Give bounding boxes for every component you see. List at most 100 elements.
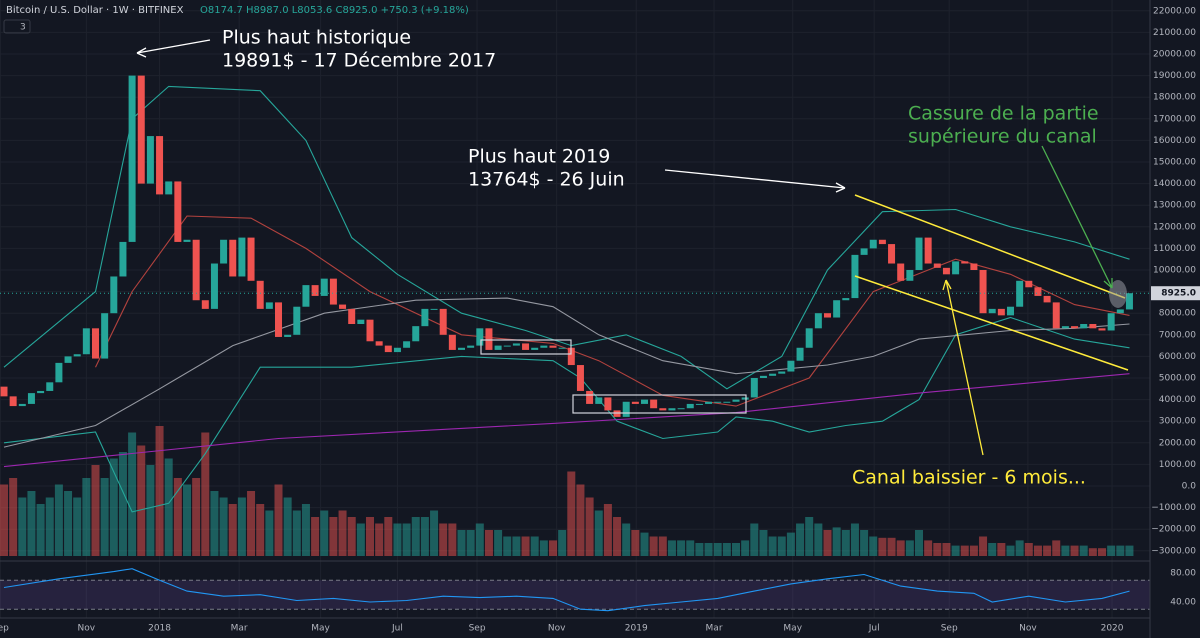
candle xyxy=(174,181,182,242)
volume-bar xyxy=(915,530,923,556)
volume-bar xyxy=(466,530,475,556)
candle xyxy=(275,302,282,337)
candle xyxy=(1098,328,1106,331)
candle xyxy=(750,377,758,398)
candle xyxy=(631,401,639,404)
volume-bar xyxy=(704,543,713,556)
volume-bar xyxy=(713,543,722,556)
candle xyxy=(1125,293,1133,310)
indicator-toggle[interactable] xyxy=(3,19,31,34)
candle xyxy=(238,237,246,277)
candle xyxy=(503,345,511,347)
candle xyxy=(613,410,621,417)
y-tick-label: 21000.00 xyxy=(1153,28,1196,38)
candle xyxy=(284,334,292,337)
candle xyxy=(540,345,548,348)
candle xyxy=(924,237,932,264)
range-box xyxy=(480,339,572,355)
candle xyxy=(677,408,685,410)
volume-bar xyxy=(549,540,557,556)
candle xyxy=(1107,313,1115,331)
candle xyxy=(796,347,804,361)
candle xyxy=(906,269,914,281)
volume-bar xyxy=(823,530,832,556)
volume-bar xyxy=(109,458,118,556)
y-tick-label: 18000.00 xyxy=(1153,93,1196,103)
channel-line xyxy=(854,275,1129,371)
volume-bar xyxy=(1061,545,1070,556)
volume-bar xyxy=(585,497,594,556)
x-tick-label: May xyxy=(311,624,330,634)
candle xyxy=(595,397,603,404)
volume-bar xyxy=(283,497,292,556)
y-tick-label: 11000.00 xyxy=(1153,244,1196,254)
volume-bar xyxy=(164,458,173,556)
volume-bar xyxy=(750,523,759,556)
volume-bar xyxy=(951,545,960,556)
volume-bar xyxy=(228,504,237,556)
volume-bar xyxy=(73,497,82,556)
volume-bar xyxy=(201,432,210,556)
volume-bar xyxy=(860,530,869,556)
volume-bar xyxy=(658,536,667,556)
candle xyxy=(769,373,777,376)
volume-bar xyxy=(329,517,338,556)
volume-bar xyxy=(969,545,978,556)
candle xyxy=(604,397,612,411)
volume-bar xyxy=(439,523,448,556)
candle xyxy=(576,365,584,391)
candle xyxy=(558,347,566,349)
volume-bar xyxy=(356,523,365,556)
candle xyxy=(494,345,502,350)
candle xyxy=(915,237,923,270)
candle xyxy=(192,239,200,301)
volume-bar xyxy=(375,523,384,556)
volume-bar xyxy=(603,504,612,556)
candle xyxy=(220,239,228,264)
candle xyxy=(1089,323,1097,329)
volume-bar xyxy=(146,465,155,556)
x-tick-label: Nov xyxy=(78,624,96,634)
candle xyxy=(329,278,337,305)
y-tick-label: 10000.00 xyxy=(1153,265,1196,275)
y-tick-label: −3000.00 xyxy=(1151,546,1196,556)
y-tick-label: 0.0 xyxy=(1182,481,1197,491)
candle xyxy=(210,263,218,309)
volume-bar xyxy=(667,540,676,556)
x-tick-label: Mar xyxy=(706,624,723,634)
candle xyxy=(393,347,401,353)
candle xyxy=(73,354,81,357)
y-tick-label: 6000.00 xyxy=(1159,352,1196,362)
volume-bar xyxy=(878,537,887,556)
candle xyxy=(1071,326,1079,329)
volume-bar xyxy=(924,540,933,556)
volume-bar xyxy=(503,536,512,556)
candle xyxy=(110,276,118,314)
volume-bar xyxy=(347,517,356,556)
candle xyxy=(650,399,658,409)
candle xyxy=(448,334,456,350)
candle xyxy=(622,401,630,417)
candle xyxy=(695,403,703,405)
x-tick-label: Mar xyxy=(231,624,248,634)
candle xyxy=(458,347,465,350)
last-price-box xyxy=(1151,286,1200,301)
candle xyxy=(183,239,191,242)
volume-bar xyxy=(539,540,548,556)
volume-bar xyxy=(887,537,896,556)
volume-bar xyxy=(45,497,54,556)
volume-bar xyxy=(210,491,219,556)
candle xyxy=(101,313,109,359)
y-tick-label: 5000.00 xyxy=(1159,373,1196,383)
overlay-line xyxy=(3,316,1130,513)
volume-bar xyxy=(512,536,521,556)
volume-bar xyxy=(841,530,850,556)
y-tick-label: 3000.00 xyxy=(1159,417,1196,427)
volume-bar xyxy=(1079,545,1088,556)
candle xyxy=(384,345,392,353)
volume-bar xyxy=(192,478,201,556)
candle xyxy=(961,261,969,264)
candle xyxy=(522,343,530,350)
y-tick-label: 8000.00 xyxy=(1159,309,1196,319)
candle xyxy=(1043,295,1051,303)
